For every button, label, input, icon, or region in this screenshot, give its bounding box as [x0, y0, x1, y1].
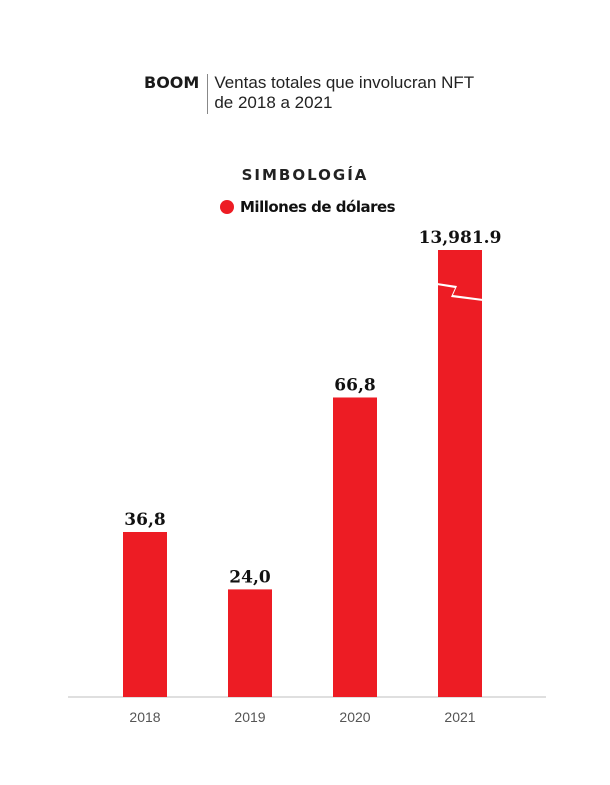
- legend-item: Millones de dólares: [220, 198, 396, 216]
- chart-title-line-1: Ventas totales que involucran NFT: [214, 73, 475, 92]
- header-kicker: BOOM: [144, 73, 200, 92]
- header-divider: [207, 74, 209, 114]
- bar-2019: [228, 589, 272, 697]
- x-tick-label-2020: 2020: [339, 709, 370, 725]
- chart-title: Ventas totales que involucran NFT de 201…: [214, 73, 474, 113]
- x-tick-label-2021: 2021: [444, 709, 475, 725]
- axis-break-mark: [437, 283, 483, 301]
- chart-title-line-2: de 2018 a 2021: [214, 93, 333, 112]
- bar-2018: [123, 532, 167, 697]
- legend-label: Millones de dólares: [240, 198, 396, 216]
- bar-2021: [438, 250, 482, 697]
- x-tick-label-2019: 2019: [234, 709, 265, 725]
- legend-title: SIMBOLOGÍA: [241, 166, 369, 184]
- legend-dot-icon: [220, 200, 234, 214]
- x-tick-label-2018: 2018: [129, 709, 160, 725]
- value-label-2020: 66,8: [334, 375, 375, 395]
- chart-header: BOOM Ventas totales que involucran NFT d…: [144, 73, 474, 114]
- value-label-2021: 13,981.9: [419, 228, 502, 248]
- value-label-2019: 24,0: [229, 567, 271, 587]
- value-label-2018: 36,8: [124, 510, 165, 530]
- bar-2020: [333, 397, 377, 697]
